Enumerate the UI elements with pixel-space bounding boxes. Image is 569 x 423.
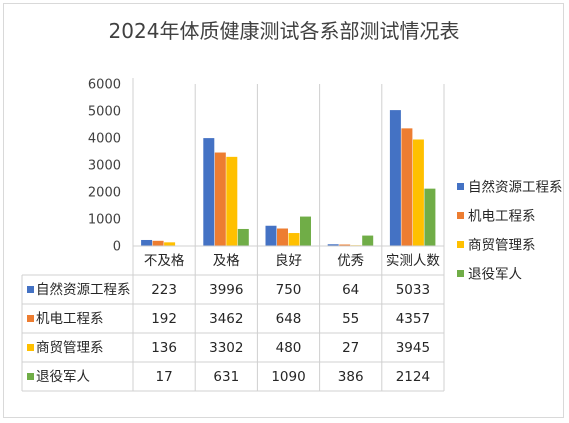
legend-label: 商贸管理系 bbox=[468, 238, 536, 254]
bar bbox=[412, 139, 424, 246]
table-cell-value: 3996 bbox=[209, 282, 243, 298]
table-cell-value: 5033 bbox=[396, 282, 430, 298]
table-cell-value: 55 bbox=[342, 311, 359, 327]
table-cell-value: 3945 bbox=[396, 340, 430, 356]
table-cell-value: 1090 bbox=[271, 369, 305, 385]
table-cell-value: 3462 bbox=[209, 311, 243, 327]
bar bbox=[214, 152, 226, 246]
legend-label: 退役军人 bbox=[468, 267, 522, 283]
bar bbox=[424, 188, 436, 246]
table-cell-value: 136 bbox=[151, 340, 177, 356]
bar bbox=[226, 156, 238, 246]
bar bbox=[389, 110, 401, 246]
bar bbox=[237, 228, 249, 246]
category-label: 不及格 bbox=[144, 253, 185, 269]
chart-frame bbox=[3, 3, 564, 418]
table-series-swatch bbox=[27, 373, 34, 380]
bar bbox=[362, 235, 374, 246]
bar bbox=[300, 216, 311, 246]
table-cell-value: 223 bbox=[151, 282, 177, 298]
y-tick-label: 4000 bbox=[88, 132, 121, 147]
table-cell-value: 64 bbox=[342, 282, 359, 298]
category-label: 良好 bbox=[275, 253, 302, 269]
table-cell-value: 386 bbox=[338, 369, 364, 385]
category-label: 实测人数 bbox=[386, 253, 440, 269]
table-series-swatch bbox=[27, 344, 34, 351]
chart-title: 2024年体质健康测试各系部测试情况表 bbox=[109, 19, 460, 43]
table-cell-value: 2124 bbox=[396, 369, 430, 385]
table-series-label: 商贸管理系 bbox=[36, 340, 104, 356]
bar bbox=[141, 239, 153, 246]
y-tick-label: 5000 bbox=[88, 105, 121, 120]
bar bbox=[401, 128, 413, 246]
y-tick-label: 6000 bbox=[88, 78, 121, 93]
table-cell-value: 17 bbox=[156, 369, 173, 385]
table-cell-value: 631 bbox=[213, 369, 239, 385]
legend-swatch bbox=[457, 270, 464, 277]
bar bbox=[277, 228, 288, 246]
y-tick-label: 3000 bbox=[88, 159, 121, 174]
bar bbox=[203, 138, 215, 246]
y-tick-label: 0 bbox=[113, 240, 121, 255]
legend-swatch bbox=[457, 212, 464, 219]
bar bbox=[339, 244, 351, 246]
bars bbox=[141, 110, 436, 247]
bar bbox=[288, 233, 300, 246]
table-series-swatch bbox=[27, 315, 34, 322]
legend-swatch bbox=[457, 183, 464, 190]
legend-label: 机电工程系 bbox=[468, 209, 536, 225]
table-cell-value: 480 bbox=[276, 340, 302, 356]
table-cell-value: 750 bbox=[276, 282, 302, 298]
table-cell-value: 648 bbox=[276, 311, 302, 327]
bar bbox=[327, 244, 339, 246]
table-cell-value: 192 bbox=[151, 311, 177, 327]
y-axis: 0 1000 2000 3000 4000 5000 6000 bbox=[88, 78, 121, 255]
category-label: 优秀 bbox=[337, 253, 364, 269]
table-cell-value: 3302 bbox=[209, 340, 243, 356]
table-series-label: 自然资源工程系 bbox=[36, 281, 131, 298]
bar bbox=[265, 225, 277, 246]
bar bbox=[152, 240, 164, 246]
table-series-label: 机电工程系 bbox=[36, 311, 104, 327]
category-label: 及格 bbox=[213, 253, 240, 269]
table-series-label: 退役军人 bbox=[36, 369, 90, 385]
table-series-swatch bbox=[27, 286, 34, 293]
bar bbox=[164, 242, 176, 246]
y-tick-label: 2000 bbox=[88, 186, 121, 201]
table-cell-value: 27 bbox=[342, 340, 359, 356]
legend-swatch bbox=[457, 241, 464, 248]
y-tick-label: 1000 bbox=[88, 213, 121, 228]
legend-label: 自然资源工程系 bbox=[468, 179, 563, 196]
table-cell-value: 4357 bbox=[396, 311, 430, 327]
